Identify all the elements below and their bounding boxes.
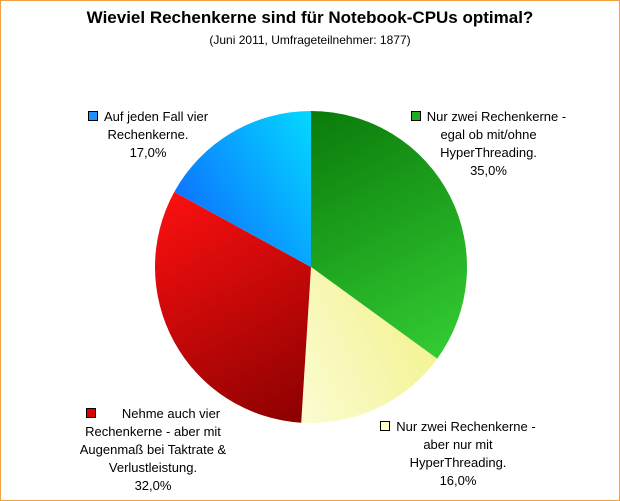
slice-label-line: Rechenkerne - aber mit [85,424,221,439]
slice-value-label: 32,0% [134,478,172,493]
chart-subtitle: (Juni 2011, Umfrageteilnehmer: 1877) [209,33,411,47]
slice-label-line: Verlustleistung. [108,460,198,475]
chart-title: Wieviel Rechenkerne sind für Notebook-CP… [86,8,534,27]
slice-label-vier-augenmass: Nehme auch vier Rechenkerne - aber mit A… [53,405,253,495]
slice-label-line: Rechenkerne. [107,127,189,142]
slice-label-vier-jeden-fall: Auf jeden Fall vier Rechenkerne. 17,0% [73,108,223,162]
pie-slice-blue [174,111,311,267]
slice-label-line: egal ob mit/ohne [440,127,537,142]
slice-label-line: Nehme auch vier [121,406,221,421]
legend-swatch-red [85,408,96,418]
slice-label-line: aber nur mit [423,437,493,452]
legend-swatch-blue [87,111,98,121]
slice-label-line: HyperThreading. [409,455,507,470]
pie-slice-green [311,111,468,359]
slice-value-label: 17,0% [129,145,167,160]
slice-label-line: Augenmaß bei Taktrate & [79,442,227,457]
pie-slice-red [154,191,311,423]
slice-label-line: Auf jeden Fall vier [103,109,209,124]
slice-label-line: HyperThreading. [440,145,537,160]
slice-label-line: Nur zwei Rechenkerne - [396,419,536,434]
slice-value-label: 16,0% [439,473,477,488]
slice-label-line: Nur zwei Rechenkerne - [426,109,567,124]
legend-swatch-green [410,111,421,121]
slice-value-label: 35,0% [470,163,507,178]
slice-label-nur-zwei-ht: Nur zwei Rechenkerne - aber nur mit Hype… [363,418,553,490]
pie-slice-yellow [301,267,438,424]
slice-label-nur-zwei-egal: Nur zwei Rechenkerne - egal ob mit/ohne … [401,108,576,180]
legend-swatch-yellow [380,421,391,431]
